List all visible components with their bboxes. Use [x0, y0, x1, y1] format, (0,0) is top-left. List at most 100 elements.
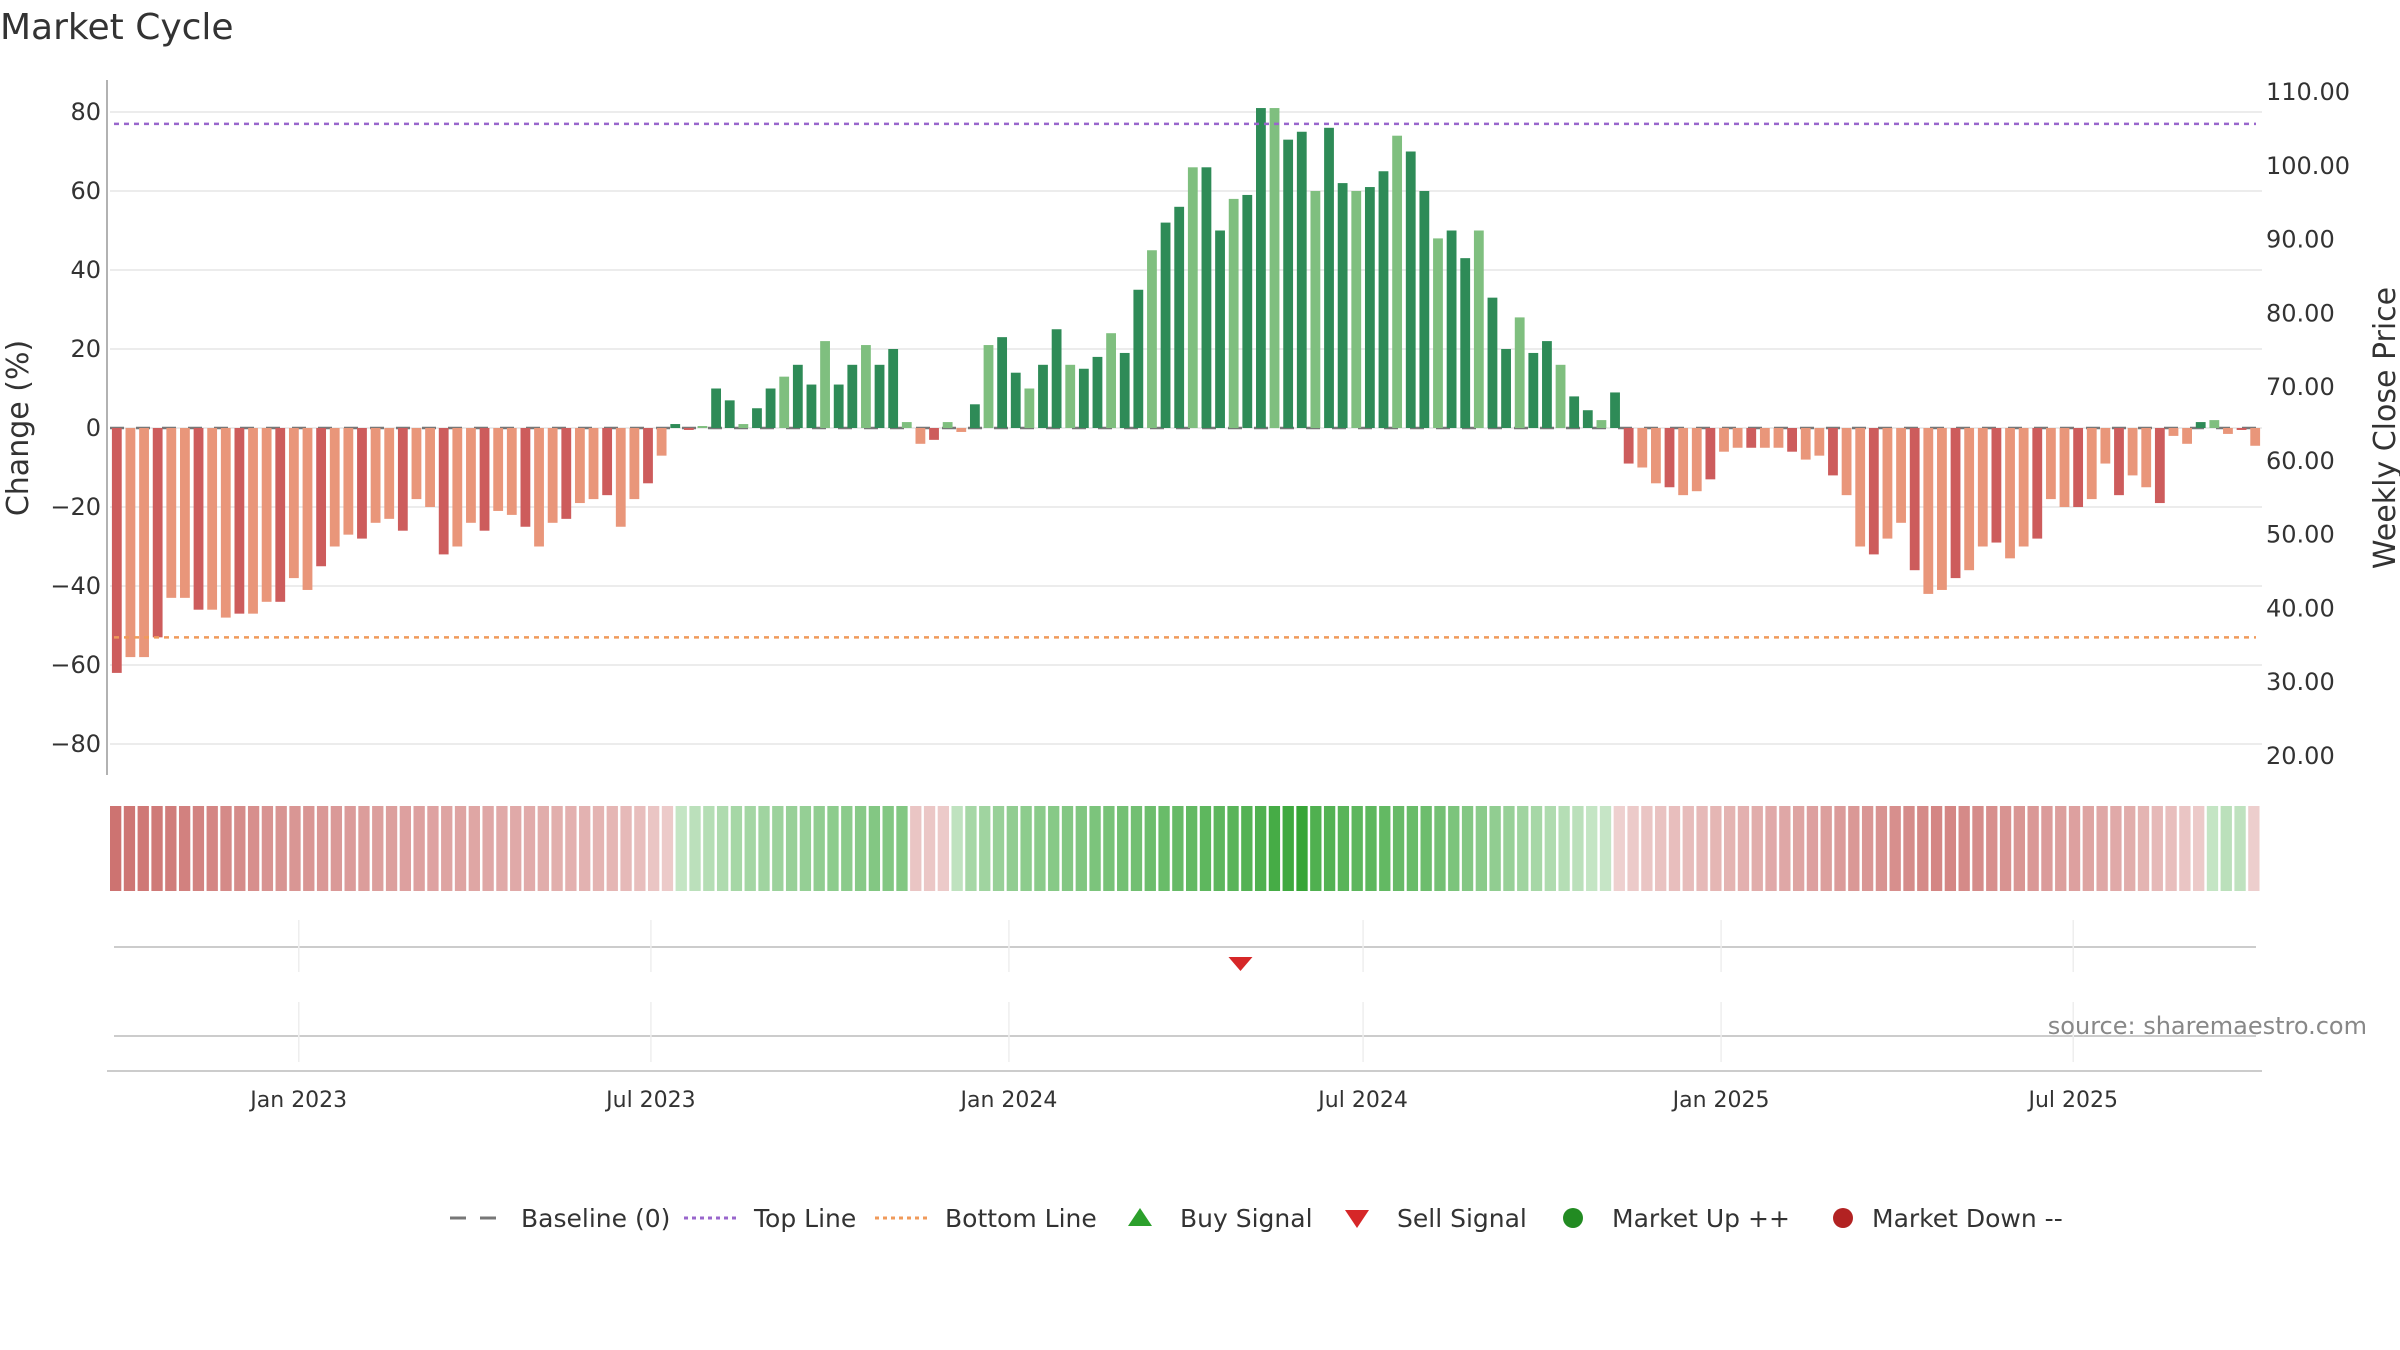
heat-strip-cell: [910, 806, 922, 891]
bar: [1228, 198, 1239, 428]
heat-strip-cell: [1765, 806, 1777, 891]
y2-tick-label: 80.00: [2266, 299, 2335, 327]
heat-strip-cell: [1406, 806, 1419, 891]
bar: [1705, 428, 1716, 480]
chart-title: Market Cycle: [0, 7, 234, 48]
bar: [1324, 127, 1334, 429]
bar: [1950, 428, 1961, 579]
heat-strip-cell: [1379, 806, 1391, 891]
heat-strip-cell: [565, 806, 577, 891]
heat-strip-cell: [1020, 806, 1032, 891]
bar: [847, 364, 858, 428]
heat-strip-cell: [2124, 806, 2136, 891]
legend-item: Baseline (0): [450, 1204, 670, 1233]
bar: [1487, 297, 1498, 428]
bar: [2168, 428, 2179, 436]
bar: [1841, 428, 1852, 496]
heat-strip-cell: [1337, 806, 1350, 891]
bar: [1637, 428, 1648, 468]
heat-strip-cell: [1186, 806, 1198, 891]
heat-strip-cell: [1448, 806, 1460, 891]
heat-strip-cell: [1103, 806, 1115, 891]
x-tick-label: Jan 2023: [248, 1088, 347, 1113]
y2-tick-label: 100.00: [2266, 152, 2350, 180]
heat-strip-cell: [1034, 806, 1046, 891]
bar: [1787, 428, 1798, 452]
bar: [1024, 388, 1035, 428]
heat-strip-cell: [1861, 806, 1874, 891]
bar: [915, 428, 926, 444]
signal-markers: [1228, 957, 1253, 971]
heat-strip-cell: [1696, 806, 1708, 891]
bar: [656, 428, 667, 456]
y-tick-label: −80: [50, 730, 101, 758]
x-tick-label: Jan 2025: [1671, 1088, 1770, 1113]
heat-strip-cell: [220, 806, 232, 891]
legend-item: Buy Signal: [1128, 1204, 1313, 1233]
bar: [1215, 230, 1225, 428]
heat-strip-cell: [1227, 806, 1239, 891]
bar: [643, 428, 653, 484]
bar: [888, 349, 899, 428]
bar: [370, 428, 381, 523]
bar: [901, 422, 912, 428]
heat-strip-cell: [868, 806, 881, 891]
bar: [520, 428, 531, 527]
bar: [2195, 422, 2206, 428]
y-tick-label: 0: [86, 414, 101, 442]
heat-strip-cell: [1655, 806, 1667, 891]
bar: [1174, 206, 1185, 428]
x-tick-label: Jul 2024: [1316, 1088, 1408, 1113]
heat-strip-cell: [178, 806, 191, 891]
bar: [1242, 194, 1253, 428]
heat-strip-cell: [358, 806, 370, 891]
heat-strip-cell: [1158, 806, 1170, 891]
bar: [1650, 428, 1661, 484]
source-credit: source: sharemaestro.com: [2048, 1012, 2367, 1040]
heat-strip-cell: [523, 806, 536, 891]
heat-strip-cell: [454, 806, 467, 891]
heat-strip-cell: [675, 806, 687, 891]
heat-strip-cell: [606, 806, 618, 891]
bar: [466, 428, 476, 523]
heat-strip-cell: [1820, 806, 1832, 891]
bar: [806, 384, 817, 428]
bar: [602, 428, 613, 496]
bar: [629, 428, 640, 500]
bar: [234, 428, 245, 614]
bar: [820, 341, 830, 428]
circle-icon: [1833, 1208, 1853, 1228]
heat-strip-cell: [758, 806, 770, 891]
y-axis-label: Change (%): [1, 340, 36, 516]
bar: [574, 428, 585, 504]
y2-axis-ticks: 110.00 100.00 90.00 80.00 70.00 60.00 50.00 40.…: [2266, 78, 2350, 770]
bar-layer: [111, 108, 2261, 673]
heat-strip-cell: [303, 806, 315, 891]
bar: [588, 428, 599, 500]
heat-strip-cell: [882, 806, 894, 891]
bar: [711, 388, 722, 428]
y-axis-ticks: 80 60 40 20 0 −20 −40 −60 −80: [50, 98, 101, 758]
y2-tick-label: 40.00: [2266, 594, 2335, 622]
bar: [1528, 352, 1539, 428]
bar: [1882, 428, 1893, 539]
heat-strip-cell: [468, 806, 480, 891]
y-tick-label: 40: [70, 256, 101, 284]
heat-strip-cell: [1061, 806, 1074, 891]
bar: [1610, 392, 1620, 428]
heat-strip-cell: [1544, 806, 1556, 891]
heat-strip-cell: [965, 806, 977, 891]
bar: [1800, 428, 1811, 460]
x-tick-label: Jul 2023: [604, 1088, 696, 1113]
heat-strip-cell: [716, 806, 729, 891]
bar: [111, 428, 122, 673]
heat-strip-cell: [441, 806, 453, 891]
bar: [1868, 428, 1879, 555]
heat-strip-cell: [813, 806, 825, 891]
legend-label: Market Up ++: [1612, 1204, 1790, 1233]
heat-strip-cell: [482, 806, 494, 891]
bar: [1542, 341, 1552, 428]
y2-tick-label: 50.00: [2266, 521, 2335, 549]
heat-strip-cell: [1296, 806, 1308, 891]
bar: [956, 428, 967, 432]
